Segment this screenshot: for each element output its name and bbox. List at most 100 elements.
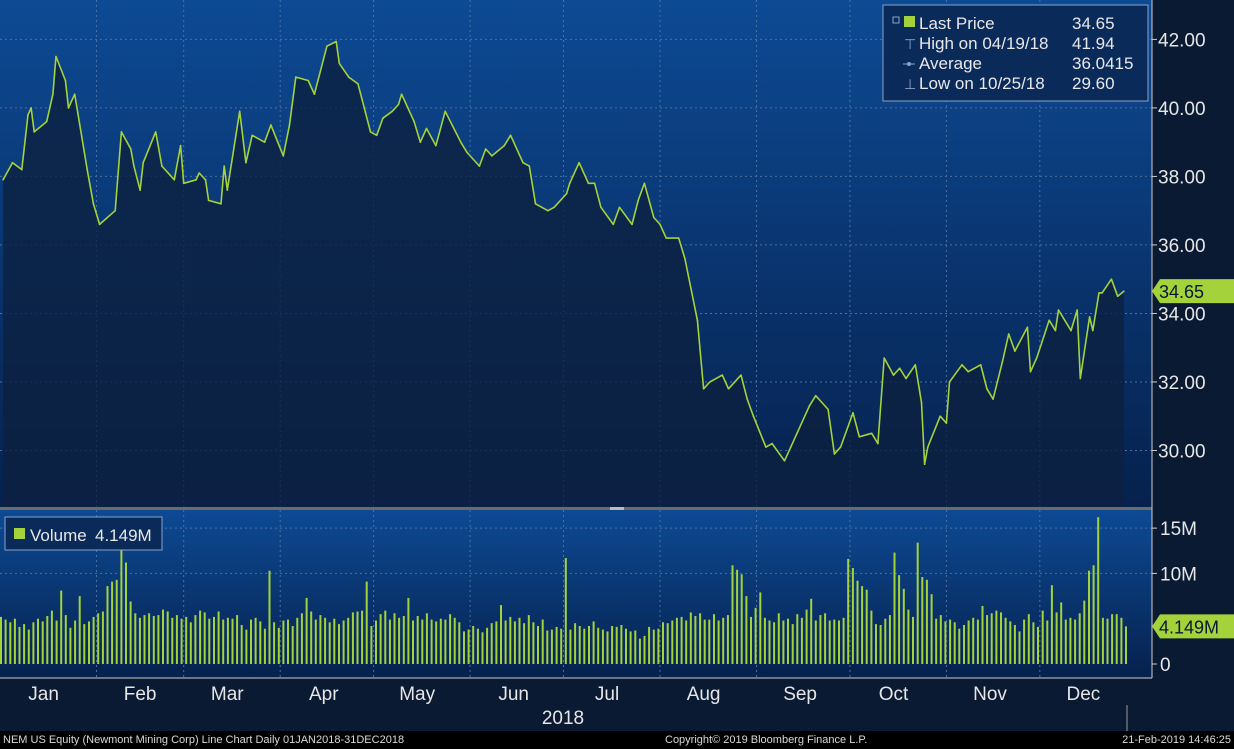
volume-bar [88,621,90,664]
volume-bars [0,517,1127,664]
price-point [369,131,372,133]
volume-bar [564,558,567,664]
price-point [883,357,885,359]
price-point [746,398,748,400]
price-point [721,374,724,376]
price-point [67,107,70,109]
x-year-label: 2018 [542,708,584,729]
price-point [133,165,135,167]
volume-bar [41,621,44,664]
volume-bar [115,579,118,664]
panel-divider-handle[interactable] [610,507,624,510]
price-legend[interactable]: Last Price 34.65 ⊤ High on 04/19/18 41.9… [882,4,1149,102]
price-point [709,381,711,383]
volume-bar [819,615,822,664]
volume-bar [615,626,618,664]
price-point [1123,290,1125,293]
volume-bar [967,620,970,664]
last-price-swatch-icon [904,16,915,27]
price-last-tag: 34.65 [1152,279,1234,304]
volume-bar [226,617,229,664]
price-point [204,179,207,181]
volume-bar [810,598,813,664]
volume-bar [1083,600,1086,664]
volume-bar [865,589,868,664]
volume-bar [796,614,799,664]
volume-bar [481,632,484,664]
volume-y-axis: 15M 10M 0 [1152,519,1197,676]
x-tick-label: Oct [879,684,909,705]
volume-bar [287,619,289,664]
volume-legend[interactable]: Volume 4.149M [4,516,163,551]
price-point [618,206,621,209]
price-tick-label: 38.00 [1158,167,1206,188]
price-point [677,237,680,239]
price-point [1029,370,1032,373]
price-point [1110,278,1113,281]
price-point [391,110,394,113]
volume-bar [138,617,141,664]
volume-bar [365,581,368,664]
volume-bar [888,615,891,664]
volume-bar [180,618,183,664]
volume-bar [1027,614,1030,664]
price-point [27,114,29,116]
price-point [727,388,730,390]
volume-bar [185,616,188,664]
volume-bar [662,622,664,664]
volume-bar [300,613,303,664]
volume-bar [69,627,72,664]
price-legend-box [882,4,1149,102]
price-point [528,165,531,167]
volume-bar [393,613,396,664]
legend-collapse-icon[interactable] [892,16,900,24]
price-point [659,223,661,226]
high-marker-icon: ⊤ [904,36,916,52]
price-point [154,131,157,133]
volume-bar [703,619,706,664]
volume-bar [638,638,641,664]
volume-bar [27,629,30,664]
price-point [771,442,773,445]
footer-timestamp: 21-Feb-2019 14:46:25 [1122,734,1231,746]
volume-bar [898,575,901,664]
price-point [73,93,76,95]
volume-bar [713,614,715,664]
price-point [702,388,705,390]
volume-bar [722,617,725,664]
volume-bar [92,616,95,664]
price-point [288,124,291,126]
price-point [509,134,512,137]
price-point [892,374,895,376]
price-point [425,127,428,130]
volume-bar [972,617,975,664]
price-point [207,199,210,202]
price-point [790,446,792,448]
average-dot-icon [907,62,911,66]
price-point [21,168,23,171]
volume-bar [23,624,26,664]
price-point [419,141,422,143]
volume-bar [1009,621,1012,664]
volume-bar [282,620,285,664]
volume-bar [490,623,493,664]
x-tick-label: Jan [28,684,59,705]
x-tick-label: Jul [595,684,619,705]
volume-bar [46,616,49,664]
price-point [338,62,341,65]
footer-security-description: NEM US Equity (Newmont Mining Corp) Line… [3,734,405,746]
legend-last-price-label: Last Price [919,14,995,33]
price-point [357,83,359,85]
volume-bar [574,623,577,664]
volume-bar [1064,619,1067,664]
price-point [220,203,222,205]
volume-bar [657,628,660,664]
price-point [684,257,686,260]
volume-bar [273,622,276,664]
panel-divider[interactable] [0,507,1152,510]
volume-bar [930,594,933,664]
volume-bar [324,617,327,664]
volume-bar [388,619,391,664]
volume-bar [939,615,942,664]
